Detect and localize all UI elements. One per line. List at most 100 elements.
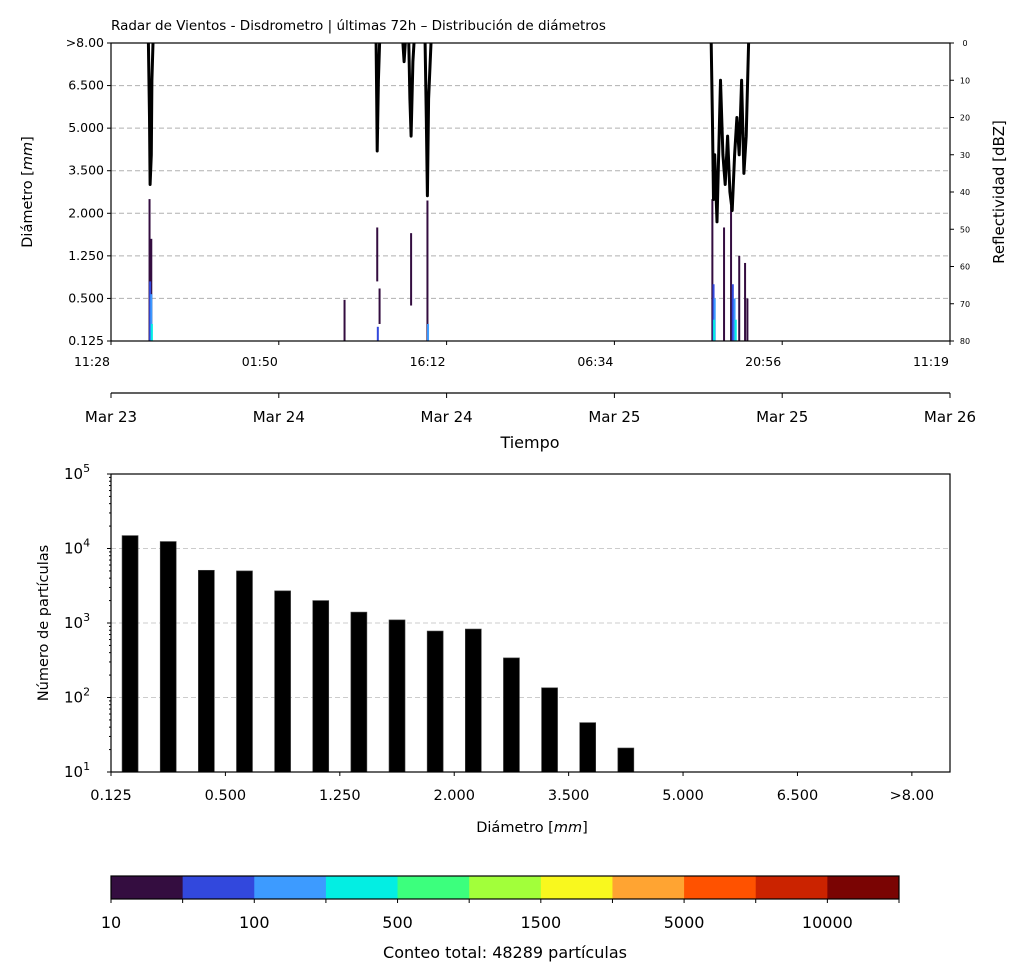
top-y-label-unit: mm bbox=[20, 142, 36, 170]
y-tick-label: 0.125 bbox=[68, 333, 104, 348]
colorbar-segment bbox=[827, 876, 900, 899]
colorbar-segment bbox=[397, 876, 470, 899]
colorbar: 10 100 500 1500 5000 10000 bbox=[101, 875, 900, 932]
top-gridlines bbox=[111, 85, 950, 299]
x-tick-label: 01:50 bbox=[242, 354, 278, 369]
spectrogram-cell bbox=[734, 319, 737, 341]
y2-tick-label: 30 bbox=[960, 151, 970, 160]
date-tick-label: Mar 26 bbox=[924, 408, 976, 426]
spectrogram-cell bbox=[343, 299, 346, 341]
bar bbox=[464, 628, 482, 773]
colorbar-label: Conteo total: 48289 partículas bbox=[383, 943, 627, 962]
y2-tick-label: 10 bbox=[960, 76, 970, 85]
reflectivity-line bbox=[146, 42, 155, 186]
colorbar-segment bbox=[684, 876, 757, 899]
colorbar-segment bbox=[540, 876, 613, 899]
reflectivity-line bbox=[423, 42, 433, 198]
y-tick-label: 2.000 bbox=[68, 205, 104, 220]
bar bbox=[350, 611, 368, 773]
colorbar-tick-label: 100 bbox=[239, 913, 270, 932]
spectrogram-cell bbox=[376, 227, 379, 282]
y2-tick-label: 60 bbox=[960, 263, 970, 272]
top-y2-label: Reflectividad [dBZ] bbox=[990, 120, 1008, 264]
bottom-x-ticks: 0.125 0.500 1.250 2.000 3.500 5.000 6.500 >8.00 bbox=[90, 772, 934, 804]
x-tick-label: 6.500 bbox=[777, 788, 819, 804]
bar bbox=[198, 569, 215, 773]
colorbar-tick-label: 5000 bbox=[664, 913, 705, 932]
spectrogram-cell bbox=[731, 284, 734, 341]
top-y-label-close: ] bbox=[20, 136, 36, 142]
spectrogram-cell bbox=[426, 200, 429, 341]
x-tick-label: 3.500 bbox=[548, 788, 590, 804]
y-tick-label: >8.00 bbox=[66, 35, 104, 50]
bottom-y-label: Número de partículas bbox=[36, 545, 52, 701]
y-tick-label: 101 bbox=[64, 760, 90, 781]
y-tick-label: 103 bbox=[64, 611, 90, 632]
spectrogram-cell bbox=[410, 233, 413, 306]
y-tick-label: 6.500 bbox=[68, 78, 104, 93]
spectrogram-cell bbox=[148, 199, 151, 341]
colorbar-segment bbox=[325, 876, 399, 899]
y2-tick-label: 0 bbox=[962, 39, 967, 48]
bar bbox=[426, 630, 444, 773]
bar bbox=[312, 600, 330, 773]
spectrogram-cell bbox=[730, 206, 733, 341]
bars bbox=[121, 535, 635, 773]
y-tick-label: 1.250 bbox=[68, 248, 104, 263]
reflectivity-series bbox=[146, 42, 751, 224]
top-time-ticks: 11:28 01:50 16:12 06:34 20:56 11:19 bbox=[74, 341, 951, 369]
colorbar-tick-label: 10 bbox=[101, 913, 121, 932]
y-tick-label: 5.000 bbox=[68, 120, 104, 135]
y-tick-label: 105 bbox=[64, 462, 90, 483]
colorbar-segment bbox=[612, 876, 685, 899]
spectrogram-cell bbox=[427, 323, 430, 341]
top-y-label: Diámetro [mm] bbox=[20, 136, 36, 248]
colorbar-frame bbox=[110, 875, 900, 900]
bar bbox=[503, 657, 520, 773]
y-tick-label: 104 bbox=[64, 537, 90, 558]
bottom-x-label-close: ] bbox=[582, 820, 588, 836]
spectrogram-cell bbox=[738, 255, 741, 341]
x-tick-label: 16:12 bbox=[410, 354, 446, 369]
x-tick-label: 2.000 bbox=[433, 788, 475, 804]
date-tick-label: Mar 24 bbox=[253, 408, 305, 426]
date-ticks: Mar 23 Mar 24 Mar 24 Mar 25 Mar 25 Mar 26 bbox=[85, 393, 976, 426]
spectrogram-cell bbox=[376, 326, 379, 341]
top-y-ticks: 0.125 0.500 1.250 2.000 3.500 5.000 6.500 >8.00 bbox=[66, 35, 111, 348]
x-tick-label: >8.00 bbox=[890, 788, 934, 804]
colorbar-segment bbox=[469, 876, 542, 899]
x-tick-label: 5.000 bbox=[662, 788, 704, 804]
bottom-x-label-main: Diámetro [ bbox=[476, 820, 554, 836]
spectrogram-cell bbox=[150, 323, 153, 341]
spectrogram-cell bbox=[723, 227, 726, 341]
top-axes-frame bbox=[110, 42, 951, 342]
top-y-label-main: Diámetro [ bbox=[20, 170, 36, 248]
bar bbox=[159, 541, 177, 773]
y2-tick-label: 50 bbox=[960, 225, 970, 234]
bar bbox=[236, 570, 253, 773]
top-y2-ticks: 0 10 20 30 40 50 60 70 80 bbox=[950, 39, 970, 346]
colorbar-tick-label: 10000 bbox=[802, 913, 853, 932]
top-chart-title: Radar de Vientos - Disdrometro | últimas… bbox=[111, 18, 606, 34]
y2-tick-label: 70 bbox=[960, 300, 970, 309]
bar bbox=[388, 619, 406, 773]
reflectivity-line bbox=[407, 42, 416, 138]
colorbar-segment bbox=[755, 876, 828, 899]
colorbar-tick-label: 500 bbox=[382, 913, 413, 932]
date-tick-label: Mar 25 bbox=[588, 408, 640, 426]
x-tick-label: 11:28 bbox=[74, 354, 110, 369]
reflectivity-line bbox=[709, 42, 751, 224]
x-tick-label: 11:19 bbox=[913, 354, 949, 369]
top-x-label: Tiempo bbox=[499, 433, 559, 452]
y-tick-label: 102 bbox=[64, 686, 90, 707]
x-tick-label: 06:34 bbox=[577, 354, 613, 369]
bar bbox=[541, 687, 558, 773]
x-tick-label: 1.250 bbox=[319, 788, 361, 804]
bar bbox=[579, 722, 597, 773]
bottom-x-label: Diámetro [mm] bbox=[476, 820, 588, 836]
y-tick-label: 3.500 bbox=[68, 163, 104, 178]
colorbar-segment bbox=[111, 876, 184, 899]
y2-tick-label: 40 bbox=[960, 188, 970, 197]
spectrogram-cell bbox=[733, 298, 736, 341]
